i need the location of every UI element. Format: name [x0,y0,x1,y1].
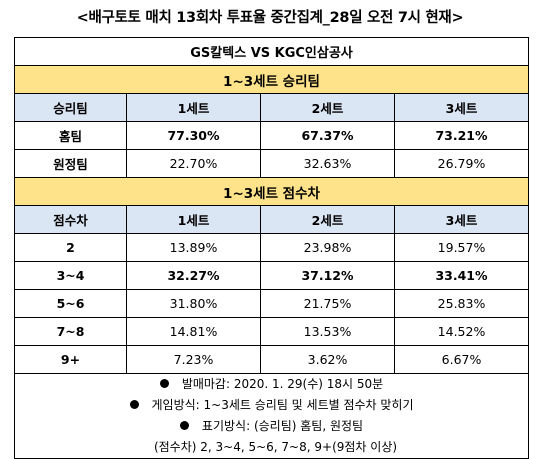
value-cell: 19.57% [393,233,530,262]
row-label: 5~6 [14,289,127,318]
note-text: 게임방식: 1~3세트 승리팀 및 세트별 점수차 맞히기 [151,398,414,412]
value-cell: 25.83% [393,289,530,318]
value-cell: 77.30% [126,121,261,150]
header-cell: 1세트 [126,205,261,234]
value-cell: 22.70% [126,149,261,178]
header-cell: 2세트 [260,93,395,122]
row-label: 3~4 [14,261,127,290]
value-cell: 33.41% [393,261,530,290]
bullet-icon [179,421,189,430]
header-cell: 2세트 [260,205,395,234]
value-cell: 31.80% [126,289,261,318]
note-item: 발매마감: 2020. 1. 29(수) 18시 50분 [15,374,528,395]
value-cell: 13.89% [126,233,261,262]
header-cell: 승리팀 [14,93,127,122]
score-row: 5~6 31.80% 21.75% 25.83% [14,289,530,318]
row-label: 9+ [14,345,127,374]
header-cell: 3세트 [393,205,530,234]
header-cell: 1세트 [126,93,261,122]
value-cell: 32.63% [260,149,395,178]
value-cell: 13.53% [260,317,395,346]
value-cell: 32.27% [126,261,261,290]
note-continuation: (점수차) 2, 3~4, 5~6, 7~8, 9+(9점차 이상) [153,440,398,454]
row-label: 7~8 [14,317,127,346]
match-title: GS칼텍스 VS KGC인삼공사 [13,37,530,66]
score-row: 3~4 32.27% 37.12% 33.41% [14,261,530,290]
note-item: 표기방식: (승리팀) 홈팀, 원정팀 [15,416,528,437]
value-cell: 67.37% [260,121,395,150]
row-label: 원정팀 [14,149,127,178]
win-section-band: 1~3세트 승리팀 [13,65,530,94]
value-cell: 14.81% [126,317,261,346]
bullet-icon [129,400,139,409]
win-row: 원정팀 22.70% 32.63% 26.79% [14,149,530,178]
value-cell: 21.75% [260,289,395,318]
value-cell: 37.12% [260,261,395,290]
value-cell: 6.67% [393,345,530,374]
note-item: 게임방식: 1~3세트 승리팀 및 세트별 점수차 맞히기 [15,395,528,416]
score-row: 2 13.89% 23.98% 19.57% [14,233,530,262]
header-cell: 3세트 [393,93,530,122]
row-label: 2 [14,233,127,262]
win-row: 홈팀 77.30% 67.37% 73.21% [14,121,530,150]
bullet-icon [159,379,169,388]
value-cell: 3.62% [260,345,395,374]
notes-cell: 발매마감: 2020. 1. 29(수) 18시 50분 게임방식: 1~3세트… [13,373,530,459]
vote-rate-table: GS칼텍스 VS KGC인삼공사 1~3세트 승리팀 승리팀 1세트 2세트 3… [13,37,530,459]
value-cell: 26.79% [393,149,530,178]
header-cell: 점수차 [14,205,127,234]
note-text: 발매마감: 2020. 1. 29(수) 18시 50분 [181,377,384,391]
win-header-row: 승리팀 1세트 2세트 3세트 [14,93,530,122]
score-row: 7~8 14.81% 13.53% 14.52% [14,317,530,346]
score-row: 9+ 7.23% 3.62% 6.67% [14,345,530,374]
score-header-row: 점수차 1세트 2세트 3세트 [14,205,530,234]
row-label: 홈팀 [14,121,127,150]
page-title: <배구토토 매치 13회차 투표율 중간집계_28일 오전 7시 현재> [76,10,464,26]
value-cell: 14.52% [393,317,530,346]
score-section-band: 1~3세트 점수차 [13,177,530,206]
note-text: 표기방식: (승리팀) 홈팀, 원정팀 [201,419,364,433]
value-cell: 23.98% [260,233,395,262]
value-cell: 73.21% [393,121,530,150]
value-cell: 7.23% [126,345,261,374]
